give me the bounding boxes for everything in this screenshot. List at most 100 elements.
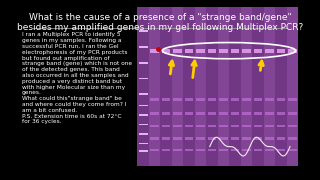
FancyBboxPatch shape [276, 137, 285, 140]
FancyBboxPatch shape [288, 137, 297, 140]
FancyBboxPatch shape [173, 137, 182, 140]
FancyBboxPatch shape [265, 148, 274, 151]
FancyBboxPatch shape [231, 125, 239, 127]
FancyBboxPatch shape [264, 7, 275, 166]
FancyBboxPatch shape [276, 49, 285, 53]
FancyBboxPatch shape [208, 49, 216, 53]
FancyBboxPatch shape [139, 46, 148, 48]
FancyBboxPatch shape [196, 125, 205, 127]
FancyBboxPatch shape [183, 7, 195, 166]
FancyBboxPatch shape [231, 98, 239, 100]
FancyBboxPatch shape [252, 7, 264, 166]
FancyBboxPatch shape [242, 112, 251, 115]
FancyBboxPatch shape [242, 125, 251, 127]
FancyBboxPatch shape [288, 112, 297, 115]
FancyBboxPatch shape [265, 98, 274, 100]
FancyBboxPatch shape [150, 137, 159, 140]
FancyBboxPatch shape [208, 98, 216, 100]
FancyBboxPatch shape [196, 49, 205, 53]
FancyBboxPatch shape [254, 112, 262, 115]
FancyBboxPatch shape [265, 49, 274, 53]
FancyBboxPatch shape [172, 7, 183, 166]
FancyBboxPatch shape [265, 125, 274, 127]
FancyBboxPatch shape [229, 7, 241, 166]
FancyBboxPatch shape [276, 125, 285, 127]
FancyBboxPatch shape [162, 125, 171, 127]
FancyBboxPatch shape [219, 148, 228, 151]
FancyBboxPatch shape [254, 148, 262, 151]
FancyBboxPatch shape [195, 7, 206, 166]
FancyBboxPatch shape [242, 49, 251, 53]
FancyBboxPatch shape [288, 98, 297, 100]
FancyBboxPatch shape [288, 125, 297, 127]
FancyBboxPatch shape [149, 7, 160, 166]
FancyBboxPatch shape [219, 98, 228, 100]
FancyBboxPatch shape [242, 137, 251, 140]
FancyBboxPatch shape [196, 148, 205, 151]
FancyBboxPatch shape [139, 78, 148, 79]
FancyBboxPatch shape [196, 137, 205, 140]
FancyBboxPatch shape [231, 112, 239, 115]
FancyBboxPatch shape [254, 125, 262, 127]
FancyBboxPatch shape [138, 7, 149, 166]
FancyBboxPatch shape [242, 148, 251, 151]
FancyBboxPatch shape [287, 7, 298, 166]
FancyBboxPatch shape [241, 7, 252, 166]
FancyBboxPatch shape [139, 30, 148, 32]
FancyBboxPatch shape [208, 148, 216, 151]
FancyBboxPatch shape [185, 49, 193, 53]
FancyBboxPatch shape [173, 49, 182, 53]
FancyBboxPatch shape [219, 49, 228, 53]
Text: I ran a Multiplex PCR to identify 5
genes in my samples. Following a
successful : I ran a Multiplex PCR to identify 5 gene… [22, 32, 132, 124]
FancyBboxPatch shape [219, 125, 228, 127]
FancyBboxPatch shape [206, 7, 218, 166]
FancyBboxPatch shape [219, 112, 228, 115]
FancyBboxPatch shape [185, 137, 193, 140]
FancyBboxPatch shape [254, 49, 262, 53]
FancyBboxPatch shape [254, 137, 262, 140]
FancyBboxPatch shape [276, 98, 285, 100]
FancyBboxPatch shape [139, 105, 148, 106]
FancyBboxPatch shape [173, 148, 182, 151]
FancyBboxPatch shape [275, 7, 287, 166]
FancyBboxPatch shape [150, 49, 159, 53]
FancyBboxPatch shape [160, 7, 172, 166]
FancyBboxPatch shape [139, 133, 148, 135]
FancyBboxPatch shape [196, 98, 205, 100]
FancyBboxPatch shape [162, 148, 171, 151]
FancyBboxPatch shape [185, 98, 193, 100]
FancyBboxPatch shape [208, 125, 216, 127]
FancyBboxPatch shape [173, 125, 182, 127]
FancyBboxPatch shape [276, 112, 285, 115]
FancyBboxPatch shape [288, 49, 297, 53]
FancyBboxPatch shape [231, 148, 239, 151]
FancyBboxPatch shape [162, 49, 171, 53]
FancyBboxPatch shape [218, 7, 229, 166]
FancyBboxPatch shape [185, 125, 193, 127]
FancyBboxPatch shape [265, 137, 274, 140]
FancyBboxPatch shape [208, 112, 216, 115]
FancyBboxPatch shape [139, 150, 148, 152]
FancyBboxPatch shape [139, 143, 148, 144]
FancyBboxPatch shape [139, 123, 148, 125]
FancyBboxPatch shape [276, 148, 285, 151]
FancyBboxPatch shape [254, 98, 262, 100]
FancyBboxPatch shape [150, 98, 159, 100]
FancyBboxPatch shape [139, 114, 148, 116]
FancyBboxPatch shape [219, 137, 228, 140]
FancyBboxPatch shape [288, 148, 297, 151]
FancyBboxPatch shape [208, 137, 216, 140]
FancyBboxPatch shape [150, 112, 159, 115]
FancyBboxPatch shape [150, 148, 159, 151]
FancyBboxPatch shape [242, 98, 251, 100]
FancyBboxPatch shape [139, 62, 148, 64]
FancyBboxPatch shape [185, 112, 193, 115]
FancyBboxPatch shape [231, 49, 239, 53]
FancyBboxPatch shape [139, 93, 148, 95]
FancyBboxPatch shape [138, 7, 298, 166]
FancyBboxPatch shape [162, 98, 171, 100]
FancyBboxPatch shape [173, 112, 182, 115]
FancyBboxPatch shape [231, 137, 239, 140]
FancyBboxPatch shape [150, 125, 159, 127]
FancyBboxPatch shape [185, 148, 193, 151]
